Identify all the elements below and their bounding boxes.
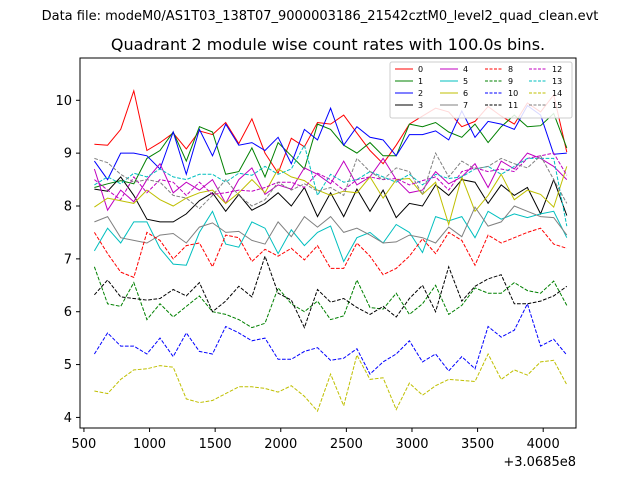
series-line-6 — [94, 166, 568, 227]
legend-label-8: 8 — [508, 65, 513, 74]
x-tick-label: 3000 — [395, 437, 428, 452]
series-line-2 — [93, 104, 567, 181]
y-tick-label: 8 — [64, 200, 72, 215]
legend-label-10: 10 — [508, 89, 518, 98]
y-tick-label: 9 — [64, 147, 72, 162]
series-line-10 — [93, 302, 568, 375]
legend-label-2: 2 — [418, 89, 423, 98]
y-tick-label: 6 — [64, 305, 72, 320]
chart-title: Quadrant 2 module wise count rates with … — [111, 35, 545, 54]
figure-suptitle: Data file: modeM0/AS1T03_138T07_90000031… — [42, 9, 599, 24]
legend-frame — [389, 61, 573, 119]
legend-label-1: 1 — [418, 77, 423, 86]
y-tick-label: 5 — [64, 358, 72, 373]
legend-label-11: 11 — [508, 101, 518, 110]
series-line-11 — [94, 254, 568, 329]
x-tick-label: 2500 — [330, 437, 363, 452]
series-line-9 — [93, 266, 568, 329]
series-line-15 — [94, 151, 568, 210]
series-line-12 — [94, 152, 568, 201]
series-line-13 — [94, 143, 568, 227]
y-tick-label: 10 — [55, 94, 72, 109]
x-tick-label: 3500 — [461, 437, 494, 452]
y-tick-label: 4 — [64, 411, 72, 426]
legend-label-15: 15 — [552, 101, 562, 110]
y-tick-label: 7 — [64, 252, 72, 267]
legend-label-14: 14 — [552, 89, 562, 98]
x-offset-label: +3.0685e8 — [503, 455, 576, 470]
axes-layer: 500 1000 1500 2000 2500 3000 3500 4000 4 5 6 7 8 9 10 — [55, 94, 559, 452]
legend-label-9: 9 — [508, 77, 513, 86]
legend-label-13: 13 — [552, 77, 562, 86]
legend-label-0: 0 — [418, 65, 423, 74]
legend-label-12: 12 — [552, 65, 562, 74]
x-tick-label: 2000 — [264, 437, 297, 452]
series-line-8 — [93, 227, 567, 279]
legend-label-4: 4 — [463, 65, 468, 74]
series-line-5 — [93, 210, 568, 266]
series-line-4 — [93, 152, 568, 212]
series-line-3 — [94, 176, 568, 223]
legend-label-5: 5 — [463, 77, 468, 86]
legend-label-6: 6 — [463, 89, 468, 98]
x-tick-label: 500 — [72, 437, 97, 452]
legend-label-3: 3 — [418, 101, 423, 110]
series-layer — [93, 88, 568, 413]
x-tick-label: 4000 — [527, 437, 560, 452]
legend-label-7: 7 — [463, 101, 468, 110]
series-line-7 — [94, 205, 568, 245]
x-tick-label: 1000 — [133, 437, 166, 452]
plot-frame — [79, 57, 577, 429]
x-tick-label: 1500 — [199, 437, 232, 452]
series-line-14 — [94, 352, 568, 413]
